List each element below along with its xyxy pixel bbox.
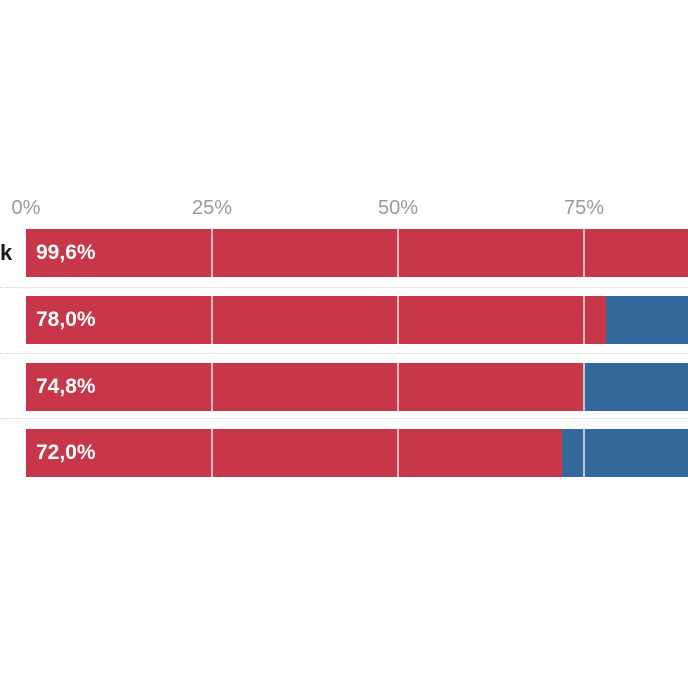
bar-track: 99,6% (26, 229, 688, 277)
row-separator (0, 353, 688, 354)
row-separator (0, 418, 688, 419)
bar-segment-secondary (606, 296, 688, 344)
bar-row: 78,0% (0, 296, 688, 344)
bar-value-label: 99,6% (36, 241, 96, 264)
gridline (211, 229, 213, 277)
gridline (211, 362, 213, 411)
bar-segment-secondary (582, 362, 688, 411)
bar-value-label: 78,0% (36, 308, 96, 331)
bar-segment-secondary (561, 428, 688, 477)
bar-row: k 99,6% (0, 229, 688, 277)
bar-segment-primary (26, 362, 583, 411)
row-separator (0, 287, 688, 288)
gridline (583, 428, 585, 477)
x-axis-tick-label: 75% (563, 197, 605, 219)
gridline (211, 428, 213, 477)
bar-row: 72,0% (0, 428, 688, 477)
bar-track: 72,0% (26, 428, 688, 477)
bar-segment-primary (26, 428, 562, 477)
bar-track: 74,8% (26, 362, 688, 411)
gridline (211, 296, 213, 344)
bar-value-label: 74,8% (36, 374, 96, 398)
gridline (397, 428, 399, 477)
bar-segment-primary (26, 296, 607, 344)
bar-segment-primary (26, 229, 688, 277)
x-axis-tick-label: 25% (191, 197, 233, 219)
bar-track: 78,0% (26, 296, 688, 344)
gridline (397, 229, 399, 277)
bar-value-label: 72,0% (36, 440, 96, 464)
category-label-truncated: k (0, 240, 13, 265)
gridline (583, 229, 585, 277)
bar-row: 74,8% (0, 362, 688, 411)
gridline (583, 296, 585, 344)
gridline (397, 362, 399, 411)
gridline (583, 362, 585, 411)
x-axis-tick-label: 50% (377, 197, 419, 219)
x-axis-tick-label: 0% (11, 197, 41, 219)
gridline (397, 296, 399, 344)
